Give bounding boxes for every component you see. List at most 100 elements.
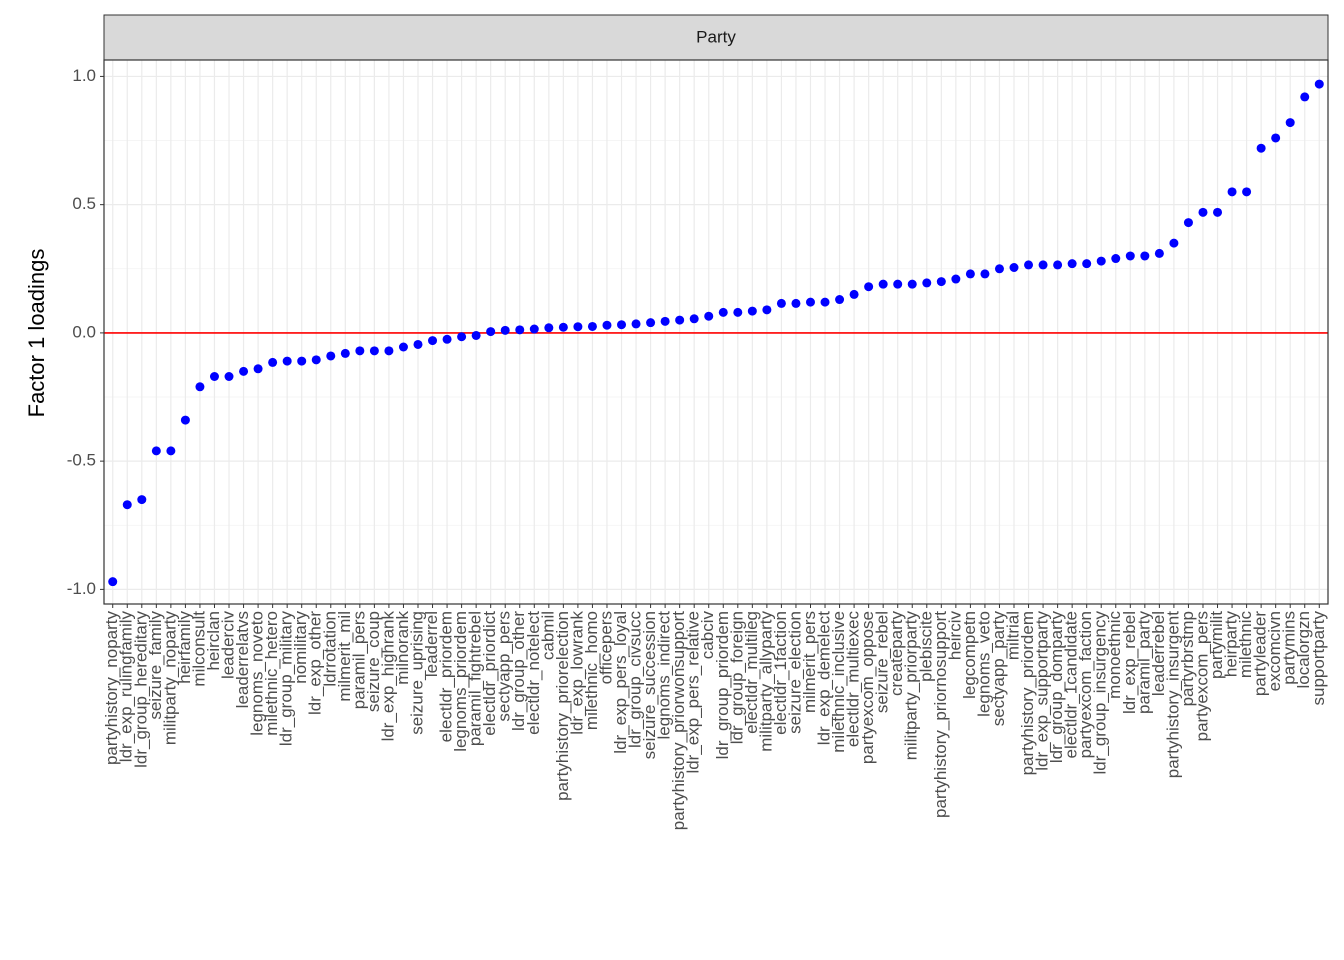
x-tick-label: ldr_exp_rulingfamily	[117, 611, 136, 763]
point	[108, 577, 118, 587]
x-tick-label: paramil_fightrebel	[466, 611, 485, 746]
x-tick-label: partyhistory_priorelection	[553, 611, 572, 801]
x-tick-label: partyhistory_insurgent	[1163, 611, 1182, 779]
point	[1256, 143, 1266, 153]
x-tick-label: leaderrelatvs	[233, 611, 252, 708]
point	[166, 446, 176, 456]
x-tick-label: heirclan	[204, 611, 223, 671]
point	[1154, 248, 1164, 258]
x-tick-label: miltrial	[1003, 611, 1022, 660]
point	[282, 356, 292, 366]
x-tick-label: supportparty	[1309, 611, 1328, 706]
x-tick-label: electldr_1faction	[771, 611, 790, 735]
point	[776, 298, 786, 308]
point	[151, 446, 161, 456]
point	[573, 322, 583, 332]
panel-border	[103, 59, 1329, 605]
x-tick-label: legnoms_indirect	[655, 611, 674, 740]
point	[500, 325, 510, 335]
x-tick-label: milethnic_hetero	[262, 611, 281, 736]
point	[922, 278, 932, 288]
point	[1082, 259, 1092, 269]
x-tick-label: sectyapp_party	[989, 611, 1008, 727]
x-tick-label: militparty_priorparty	[902, 611, 921, 761]
x-tick-label: ldrrotation	[320, 611, 339, 687]
point	[253, 364, 263, 374]
x-tick-label: ldr_exp_other	[306, 611, 325, 715]
point	[268, 357, 278, 367]
point	[587, 321, 597, 331]
x-tick-label: partymilit	[1207, 611, 1226, 679]
point	[907, 279, 917, 289]
x-tick-label: ldr_exp_pers_relative	[684, 611, 703, 774]
x-tick-label: milconsult	[189, 611, 208, 687]
x-tick-label: partyexcom_pers	[1192, 611, 1211, 741]
y-tick-label: -0.5	[67, 451, 96, 470]
point	[646, 318, 656, 328]
x-tick-label: ldr_group_civsucc	[626, 611, 645, 749]
x-tick-label: legnoms_priordem	[451, 611, 470, 752]
point	[1314, 79, 1324, 89]
x-tick-label: cabmil	[538, 611, 557, 660]
point	[1227, 187, 1237, 197]
x-tick-label: partyleader	[1251, 611, 1270, 696]
x-tick-label: partyexcom_oppose	[858, 611, 877, 764]
point	[762, 305, 772, 315]
x-tick-label: seizure_succession	[640, 611, 659, 759]
x-tick-label: milmerit_pers	[800, 611, 819, 713]
point	[209, 371, 219, 381]
x-tick-label: ldr_exp_lowrank	[567, 611, 586, 735]
point	[1271, 133, 1281, 143]
point	[311, 355, 321, 365]
x-tick-label: paramil_party	[1134, 611, 1153, 714]
point	[675, 315, 685, 325]
point	[1242, 187, 1252, 197]
point	[994, 264, 1004, 274]
x-tick-label: partyhistory_priordem	[1018, 611, 1037, 775]
x-tick-label: milnorank	[393, 611, 412, 685]
x-tick-label: ldr_exp_supportparty	[1033, 611, 1052, 771]
point	[122, 500, 132, 510]
x-tick-label: ldr_group_domparty	[1047, 611, 1066, 764]
point	[1169, 238, 1179, 248]
point	[718, 307, 728, 317]
y-axis-title: Factor 1 loadings	[24, 249, 49, 418]
x-tick-label: electldr_1candidate	[1062, 611, 1081, 758]
x-tick-label: partymins	[1280, 611, 1299, 685]
x-tick-label: nomilitary	[291, 611, 310, 684]
point	[1067, 259, 1077, 269]
y-tick-label: -1.0	[67, 579, 96, 598]
x-tick-label: ldr_group_priordem	[713, 611, 732, 759]
x-tick-label: ldr_group_hereditary	[131, 611, 150, 768]
x-tick-label: partyrbrstmp	[1178, 611, 1197, 706]
point	[965, 269, 975, 279]
x-tick-label: electldr_notelect	[524, 611, 543, 735]
x-tick-label: ldr_exp_pers_loyal	[611, 611, 630, 754]
point	[617, 320, 627, 330]
point	[1009, 262, 1019, 272]
x-tick-label: partyhistory_priorwonsupport	[669, 611, 688, 830]
point	[180, 415, 190, 425]
point	[849, 289, 859, 299]
point	[340, 348, 350, 358]
x-tick-label: ldr_group_insurgency	[1091, 611, 1110, 775]
point	[602, 320, 612, 330]
point	[413, 339, 423, 349]
point	[1300, 92, 1310, 102]
point	[471, 330, 481, 340]
point	[457, 332, 467, 342]
x-tick-label: heirciv	[945, 611, 964, 661]
x-tick-label: milethnic	[1236, 611, 1255, 679]
point	[1096, 256, 1106, 266]
point	[369, 346, 379, 356]
point	[1024, 260, 1034, 270]
point	[733, 307, 743, 317]
x-tick-label: heirfamily	[175, 611, 194, 684]
point	[1111, 254, 1121, 264]
x-tick-label: electldr_priordict	[480, 611, 499, 736]
point	[355, 346, 365, 356]
x-tick-label: milmerit_mil	[335, 611, 354, 702]
x-tick-label: militparty_noparty	[160, 611, 179, 746]
point	[384, 346, 394, 356]
